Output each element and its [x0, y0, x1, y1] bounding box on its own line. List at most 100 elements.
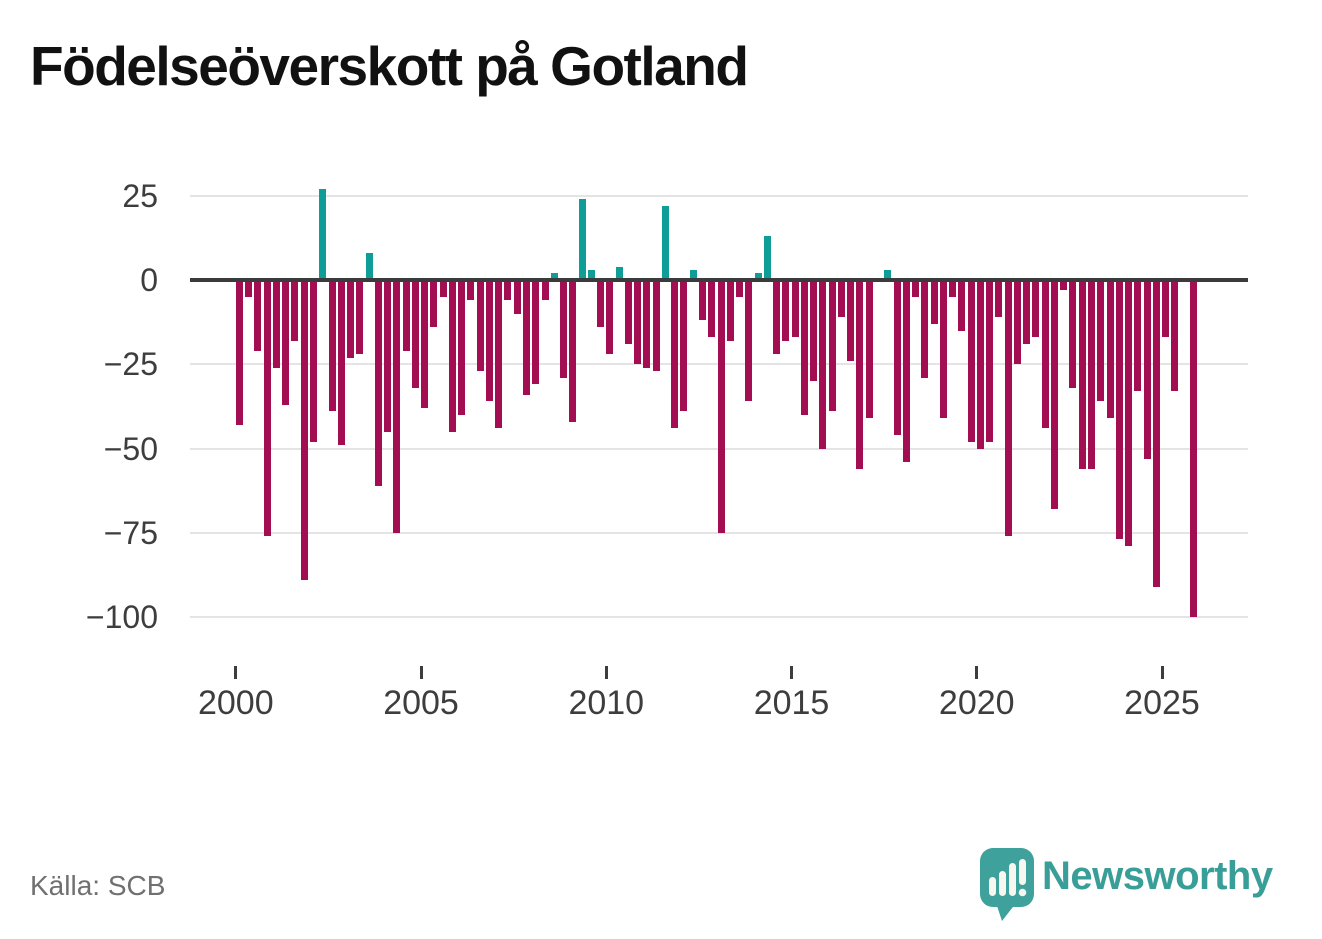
x-axis-tick-mark: [419, 666, 423, 679]
bar-2022Q1: [1050, 280, 1058, 510]
zero-axis-line: [190, 278, 1248, 282]
bar-2018Q4: [930, 280, 938, 324]
bar-2024Q4: [1152, 280, 1160, 587]
x-axis-tick-label: 2020: [938, 684, 1015, 722]
bar-2002Q1: [309, 280, 317, 442]
x-axis-tick-label: 2000: [197, 684, 274, 722]
bar-2000Q4: [263, 280, 271, 537]
bar-2006Q2: [467, 280, 475, 301]
bar-2012Q3: [699, 280, 706, 321]
bar-2021Q4: [1041, 280, 1049, 429]
bar-2017Q3: [884, 269, 892, 280]
y-axis-tick-label: −50: [103, 430, 158, 467]
bar-2019Q4: [967, 280, 975, 442]
bar-2015Q2: [800, 280, 808, 415]
bar-2025Q1: [1162, 280, 1170, 338]
bar-2011Q1: [643, 280, 651, 368]
bar-2024Q3: [1143, 280, 1151, 459]
bar-2013Q3: [736, 280, 744, 297]
gridline: [190, 194, 1248, 197]
x-axis-tick-mark: [975, 666, 979, 679]
bar-2010Q2: [615, 266, 623, 280]
bar-2007Q1: [495, 280, 503, 429]
bar-2013Q4: [745, 280, 753, 402]
bar-2019Q3: [958, 280, 966, 331]
bar-2023Q4: [1115, 280, 1123, 540]
bar-2024Q2: [1134, 280, 1142, 392]
bar-2012Q2: [689, 269, 697, 280]
x-axis-tick-mark: [604, 666, 608, 679]
x-axis-tick-label: 2010: [568, 684, 645, 722]
y-axis-tick-label: −25: [103, 346, 158, 383]
bar-2011Q4: [671, 280, 679, 429]
bar-2025Q2: [1171, 280, 1179, 392]
bar-2007Q2: [504, 280, 512, 301]
bar-2008Q2: [541, 280, 549, 301]
bar-2009Q4: [597, 280, 605, 328]
bar-2011Q2: [652, 280, 660, 371]
bar-2023Q2: [1097, 280, 1105, 402]
newsworthy-wordmark: Newsworthy: [1042, 854, 1273, 898]
bar-2005Q4: [448, 280, 456, 432]
bar-2010Q1: [606, 280, 614, 355]
x-axis-tick-label: 2025: [1124, 684, 1200, 722]
bar-2016Q1: [828, 280, 836, 412]
bar-2025Q4: [1189, 280, 1197, 617]
gridline: [190, 616, 1248, 618]
bar-2006Q4: [485, 280, 493, 402]
bar-2005Q2: [430, 280, 438, 328]
bar-2009Q1: [569, 280, 577, 422]
gridline: [190, 531, 1248, 534]
newsworthy-logo: Newsworthy: [980, 846, 1300, 926]
x-axis-tick-mark: [790, 666, 794, 679]
bar-2001Q3: [291, 280, 299, 341]
y-axis-tick-label: −75: [103, 514, 158, 551]
bar-2000Q3: [254, 280, 262, 351]
bar-2019Q2: [949, 280, 957, 297]
bar-2020Q4: [1004, 280, 1012, 537]
bar-2007Q4: [523, 280, 531, 395]
bar-2022Q2: [1060, 280, 1068, 291]
bar-2006Q3: [476, 280, 484, 371]
bar-2018Q1: [902, 280, 910, 462]
bar-2016Q2: [837, 280, 845, 318]
bar-2020Q2: [986, 280, 994, 442]
bar-2015Q1: [791, 280, 799, 338]
bar-2010Q4: [634, 280, 642, 365]
bar-2002Q2: [319, 189, 327, 280]
bar-2008Q1: [532, 280, 540, 385]
bar-2009Q3: [587, 269, 595, 280]
bar-2004Q1: [384, 280, 392, 432]
bar-2017Q4: [893, 280, 901, 436]
bar-2004Q2: [393, 280, 401, 533]
bar-2004Q4: [411, 280, 419, 388]
bar-2009Q2: [578, 199, 586, 280]
bar-2014Q2: [763, 236, 771, 280]
bar-2018Q3: [921, 280, 929, 378]
y-axis-tick-label: 0: [140, 262, 158, 298]
bar-2022Q4: [1078, 280, 1086, 469]
bar-2019Q1: [939, 280, 947, 419]
bar-2005Q1: [421, 280, 429, 409]
bar-2001Q2: [282, 280, 290, 405]
bar-2014Q3: [773, 280, 781, 355]
bar-2003Q1: [347, 280, 355, 358]
bar-2018Q2: [912, 280, 920, 297]
bar-2001Q1: [272, 280, 280, 368]
bar-2015Q3: [810, 280, 818, 382]
bar-2000Q2: [245, 280, 253, 297]
x-axis-tick-label: 2005: [383, 684, 459, 722]
bar-2013Q2: [726, 280, 734, 341]
bar-2008Q3: [550, 273, 558, 280]
chart-title: Födelseöverskott på Gotland: [30, 35, 749, 97]
bar-2023Q1: [1088, 280, 1095, 469]
x-axis-tick-mark: [1160, 666, 1164, 679]
bar-2008Q4: [560, 280, 568, 378]
bar-2012Q1: [680, 280, 688, 412]
bar-2016Q4: [856, 280, 864, 469]
bar-2002Q3: [328, 280, 336, 412]
x-axis-tick-label: 2015: [753, 684, 830, 722]
bar-2014Q4: [782, 280, 790, 341]
bar-2024Q1: [1125, 280, 1133, 547]
bar-2005Q3: [439, 280, 447, 297]
